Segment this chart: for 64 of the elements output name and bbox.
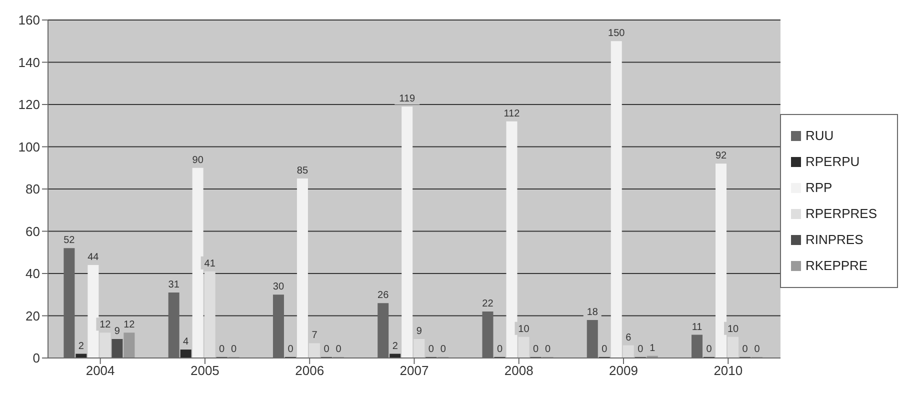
data-label: 0 — [440, 344, 446, 355]
y-tick-label: 40 — [26, 266, 40, 282]
data-label: 2 — [392, 340, 398, 352]
data-label: 0 — [638, 344, 644, 355]
y-tick-label: 120 — [18, 97, 40, 112]
x-tick-label: 2007 — [400, 363, 429, 378]
data-label: 0 — [602, 344, 608, 355]
data-label: 26 — [378, 290, 390, 302]
data-label: 0 — [544, 344, 551, 355]
data-label: 30 — [272, 282, 284, 293]
data-label: 41 — [204, 258, 216, 270]
data-label: 0 — [496, 344, 503, 355]
data-label: 9 — [416, 326, 422, 337]
x-tick-label: 2008 — [504, 363, 534, 378]
y-tick-label: 60 — [26, 224, 40, 239]
data-label: 112 — [504, 108, 520, 120]
x-tick-label: 2004 — [86, 363, 115, 378]
x-tick-label: 2009 — [609, 363, 638, 378]
y-tick-label: 160 — [18, 12, 40, 28]
data-label: 119 — [399, 94, 416, 105]
data-label: 92 — [715, 150, 728, 162]
x-tick-label: 2005 — [190, 363, 220, 378]
data-label: 31 — [168, 280, 180, 291]
legend-label: RPP — [805, 180, 832, 194]
data-label: 7 — [312, 330, 318, 342]
legend-label: RPERPRES — [805, 206, 877, 220]
data-label: 0 — [742, 344, 748, 355]
legend-label: RKEPPRE — [805, 258, 868, 272]
data-label: 0 — [336, 344, 342, 355]
data-label: 0 — [324, 344, 330, 355]
data-label: 4 — [183, 336, 190, 348]
legend-label: RPERPU — [805, 154, 860, 168]
data-label: 150 — [608, 28, 626, 40]
data-label: 12 — [100, 320, 112, 331]
data-label: 1 — [650, 342, 656, 354]
y-tick-label: 100 — [18, 139, 40, 154]
legend-label: RUU — [805, 128, 834, 142]
data-label: 90 — [192, 154, 204, 166]
y-tick-label: 0 — [32, 350, 40, 366]
data-label: 10 — [518, 324, 530, 335]
y-tick-label: 140 — [18, 54, 40, 70]
data-label: 0 — [754, 344, 760, 355]
data-label: 0 — [231, 344, 238, 355]
x-tick-label: 2006 — [295, 363, 324, 378]
data-label: 12 — [124, 320, 136, 331]
x-tick-label: 2010 — [714, 363, 743, 378]
data-label: 22 — [482, 298, 494, 310]
data-label: 44 — [88, 252, 100, 264]
data-label: 0 — [428, 344, 434, 355]
data-label: 11 — [692, 322, 703, 333]
data-label: 6 — [626, 332, 632, 344]
data-label: 18 — [586, 306, 598, 318]
data-label: 9 — [114, 326, 120, 337]
data-label: 2 — [78, 340, 84, 352]
legend-label: RINPRES — [805, 232, 864, 246]
data-label: 52 — [64, 235, 76, 246]
data-label: 0 — [706, 344, 712, 355]
y-tick-label: 80 — [26, 182, 40, 197]
data-label: 0 — [288, 344, 294, 355]
data-label: 0 — [219, 344, 226, 355]
y-tick-label: 20 — [26, 308, 40, 324]
data-label: 0 — [532, 344, 539, 355]
data-label: 85 — [296, 165, 308, 176]
data-label: 10 — [727, 324, 740, 335]
